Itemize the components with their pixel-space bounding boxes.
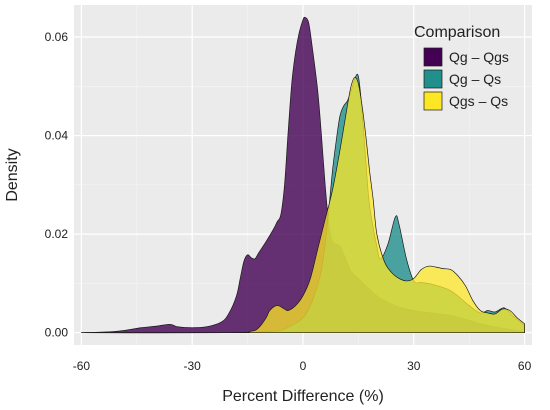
- legend: Comparison Qg – Qgs Qg – Qs Qgs – Qs: [414, 24, 509, 111]
- legend-swatch-1: [423, 47, 443, 67]
- x-tick-label: -60: [73, 359, 91, 373]
- x-tick-labels: -60 -30 0 30 60: [73, 359, 532, 373]
- x-axis-title: Percent Difference (%): [222, 388, 384, 405]
- x-tick-label: -30: [184, 359, 202, 373]
- y-tick-label: 0.02: [45, 227, 69, 241]
- x-tick-label: 0: [300, 359, 307, 373]
- y-axis-title: Density: [4, 148, 21, 201]
- legend-title: Comparison: [414, 24, 500, 41]
- legend-label-3: Qgs – Qs: [449, 93, 508, 109]
- legend-items: Qg – Qgs Qg – Qs Qgs – Qs: [423, 47, 509, 111]
- series-layer: [81, 16, 525, 334]
- y-tick-label: 0.06: [45, 30, 69, 44]
- x-tick-label: 30: [407, 359, 421, 373]
- x-tick-label: 60: [518, 359, 532, 373]
- density-area-3: [81, 77, 525, 334]
- y-tick-label: 0.04: [45, 129, 69, 143]
- legend-swatch-2: [423, 69, 443, 89]
- y-tick-label: 0.00: [45, 326, 69, 340]
- legend-label-1: Qg – Qgs: [449, 49, 509, 65]
- y-tick-labels: 0.00 0.02 0.04 0.06: [45, 30, 69, 340]
- legend-swatch-3: [423, 91, 443, 111]
- legend-label-2: Qg – Qs: [449, 71, 501, 87]
